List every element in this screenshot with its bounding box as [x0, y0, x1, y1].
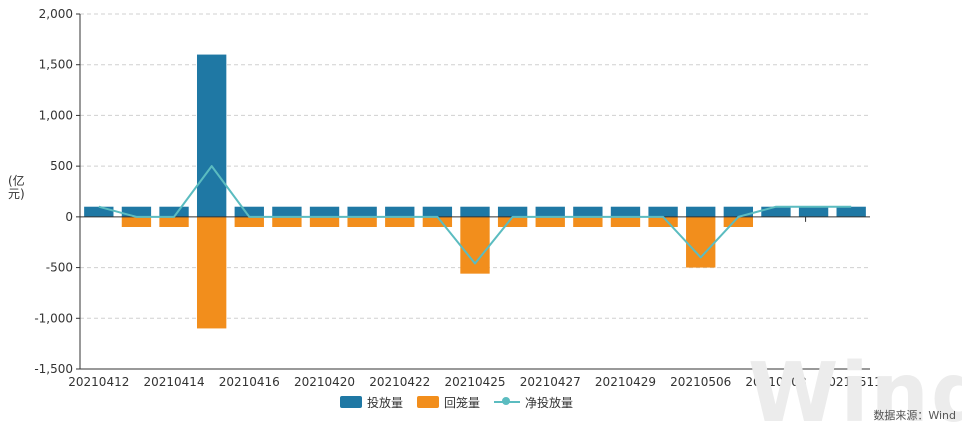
bar-issue — [196, 54, 227, 217]
legend-swatch-net — [494, 396, 521, 408]
y-tick-label: 1,500 — [39, 58, 73, 72]
x-tick-label: 20210429 — [595, 375, 656, 389]
x-tick-label: 20210425 — [444, 375, 505, 389]
x-tick-label: 20210506 — [670, 375, 731, 389]
bar-issue — [460, 206, 490, 217]
x-axis: 20210412 20210414 20210416 20210420 20210422… — [68, 216, 882, 389]
bar-withdraw — [460, 216, 490, 274]
legend-swatch-withdraw — [417, 396, 440, 408]
legend: 投放量 回笼量 净投放量 — [340, 393, 587, 411]
bar-withdraw — [497, 216, 528, 227]
x-tick-label: 20210416 — [219, 375, 280, 389]
bar-issue — [723, 206, 754, 217]
watermark: Wind — [748, 346, 962, 441]
bar-withdraw — [723, 216, 754, 227]
bar-issue — [535, 206, 565, 217]
y-tick-label: 500 — [50, 159, 73, 173]
legend-label-withdraw: 回笼量 — [444, 395, 481, 410]
bar-issue — [798, 206, 829, 217]
chart: 2,000 1,500 1,000 500 0 -500 -1,000 -1,500 2021… — [34, 7, 882, 389]
x-tick-label: 20210414 — [144, 375, 205, 389]
x-tick-label: 20210412 — [68, 375, 129, 389]
x-tick-label: 20210511 — [821, 375, 882, 389]
bar-issue — [159, 206, 189, 217]
bar-withdraw — [272, 216, 302, 227]
legend-label-issue: 投放量 — [367, 395, 404, 410]
line-net — [98, 165, 852, 265]
legend-item-withdraw[interactable]: 回笼量 — [417, 394, 480, 411]
bar-withdraw — [347, 216, 377, 227]
legend-swatch-issue — [340, 396, 362, 408]
bar-issue — [497, 206, 528, 217]
bar-withdraw — [196, 216, 227, 329]
y-axis: 2,000 1,500 1,000 500 0 -500 -1,000 -1,500 — [34, 7, 81, 376]
bar-issue — [121, 206, 152, 217]
bar-withdraw — [648, 216, 678, 227]
x-tick-label: 20210422 — [369, 375, 430, 389]
bar-withdraw — [573, 216, 603, 227]
bar-withdraw — [610, 216, 641, 227]
y-tick-label: 2,000 — [39, 7, 73, 21]
x-tick-label: 20210508 — [745, 375, 806, 389]
y-tick-label: 1,000 — [39, 108, 73, 122]
bar-issue — [422, 206, 453, 217]
bar-withdraw — [385, 216, 415, 227]
y-tick-label: -1,500 — [34, 362, 73, 376]
data-source: 数据来源：Wind — [873, 409, 956, 422]
bar-issue — [761, 206, 791, 217]
x-tick-label: 20210420 — [294, 375, 355, 389]
bar-issue — [648, 206, 678, 217]
bar-withdraw — [159, 216, 189, 227]
legend-item-net[interactable]: 净投放量 — [494, 394, 573, 411]
net-line — [98, 165, 852, 265]
y-tick-label: 0 — [65, 210, 73, 224]
bar-issue — [610, 206, 641, 217]
bar-issue — [385, 206, 415, 217]
bar-withdraw — [309, 216, 340, 227]
bar-withdraw — [234, 216, 264, 227]
bar-issue — [573, 206, 603, 217]
y-axis-label: (亿元) — [8, 174, 25, 201]
x-tick-label: 20210427 — [520, 375, 581, 389]
bar-issue — [234, 206, 264, 217]
bar-withdraw — [422, 216, 453, 227]
bar-issue — [686, 206, 716, 217]
bar-withdraw — [535, 216, 565, 227]
y-tick-label: -500 — [46, 261, 73, 275]
bars — [84, 54, 866, 329]
bar-withdraw — [121, 216, 152, 227]
bar-issue — [272, 206, 302, 217]
bar-issue — [84, 206, 114, 217]
y-tick-label: -1,000 — [34, 311, 73, 325]
bar-issue — [347, 206, 377, 217]
bar-withdraw — [686, 216, 716, 268]
legend-item-issue[interactable]: 投放量 — [340, 394, 403, 411]
bar-issue — [309, 206, 340, 217]
bar-issue — [836, 206, 866, 217]
legend-label-net: 净投放量 — [525, 395, 574, 410]
